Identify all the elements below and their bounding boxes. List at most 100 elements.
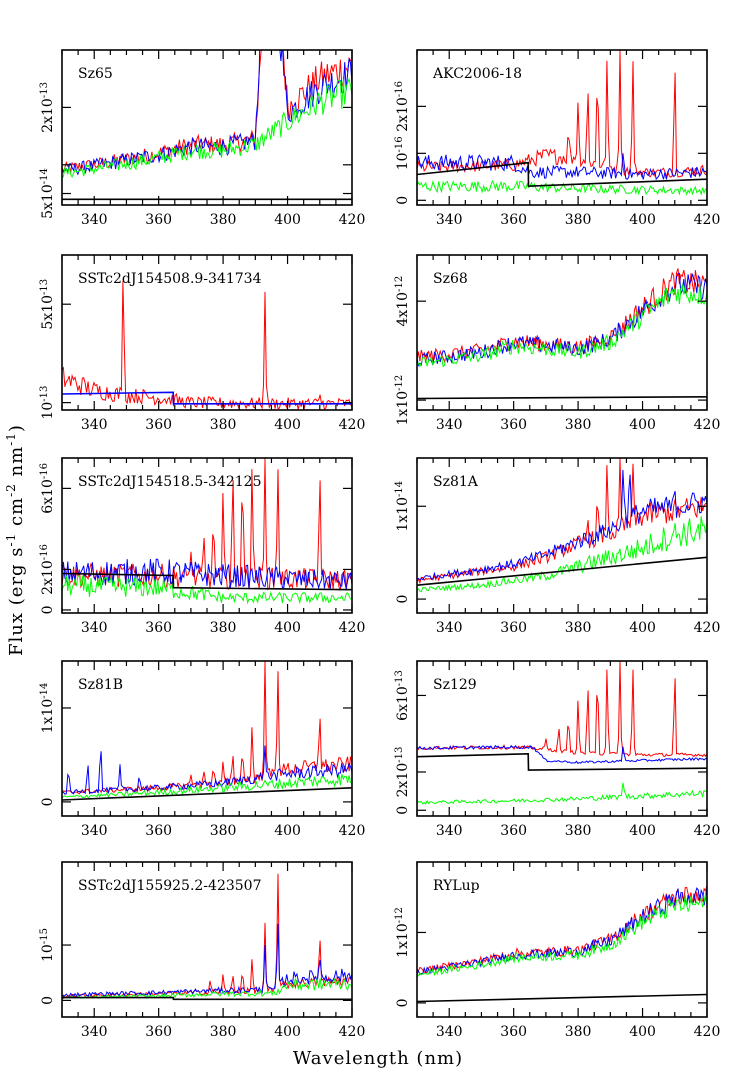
y-tick-label: 0 (40, 797, 56, 806)
spectrum-line-red (62, 873, 352, 998)
y-axis-label-exponent: -1 (4, 533, 18, 547)
spectrum-line-red (417, 661, 707, 758)
x-tick-label: 400 (274, 417, 301, 433)
x-tick-label: 420 (694, 212, 721, 228)
x-tick-label: 420 (339, 1024, 366, 1040)
y-tick-label: 4x10-12 (394, 276, 412, 327)
chart-panel: 340 360 380 400 420 1x10-12 4x10-12 Sz68 (394, 254, 721, 433)
x-tick-label: 380 (565, 620, 592, 636)
y-tick-label: 0 (395, 998, 411, 1007)
y-tick-label: 2x10-13 (394, 747, 412, 798)
panel-title: SSTc2dJ154518.5-342125 (78, 474, 261, 490)
y-tick-label: 0 (40, 605, 56, 614)
x-tick-label: 420 (694, 620, 721, 636)
spectrum-line-blue (62, 50, 352, 176)
spectrum-line-blue (62, 923, 352, 998)
chart-panel: 340 360 380 400 420 0 2x10-16 6x10-16 SSTc2dJ154… (39, 457, 366, 636)
y-tick-label: 0 (395, 806, 411, 815)
panel-title: Sz81B (78, 677, 123, 693)
x-tick-label: 340 (436, 1024, 463, 1040)
chart-panel: 340 360 380 400 420 5x10-14 2x10-13 Sz65 (39, 49, 366, 228)
y-tick-label: 2x10-16 (394, 81, 412, 132)
spectrum-line-blue (417, 153, 707, 181)
x-tick-label: 400 (274, 212, 301, 228)
x-tick-label: 360 (500, 212, 527, 228)
x-tick-label: 340 (436, 620, 463, 636)
x-tick-label: 340 (436, 823, 463, 839)
spectrum-line-red (62, 50, 352, 174)
spectrum-line-blue (62, 558, 352, 590)
x-tick-label: 380 (210, 1024, 237, 1040)
spectrum-line-green (417, 179, 707, 197)
y-axis-label-part: nm (6, 446, 27, 483)
x-tick-label: 340 (81, 417, 108, 433)
x-tick-label: 420 (339, 212, 366, 228)
x-tick-label: 360 (500, 823, 527, 839)
continuum-line (62, 996, 352, 1001)
y-axis-label-exponent: -1 (4, 432, 18, 446)
y-tick-label: 2x10-13 (39, 82, 57, 133)
continuum-line (417, 993, 707, 1003)
spectrum-line-blue (417, 469, 707, 581)
x-tick-label: 420 (339, 417, 366, 433)
x-tick-label: 340 (436, 417, 463, 433)
y-tick-label: 10-15 (39, 928, 57, 962)
panel-title: SSTc2dJ154508.9-341734 (78, 271, 262, 287)
x-tick-label: 420 (694, 823, 721, 839)
spectrum-line-blue (62, 745, 352, 795)
x-tick-label: 420 (694, 1024, 721, 1040)
panel-title: Sz65 (78, 66, 113, 82)
spectrum-line-red (62, 280, 352, 410)
y-tick-label: 1x10-12 (394, 907, 412, 958)
spectrum-line-blue (417, 886, 707, 976)
y-axis-label-part: ) (6, 424, 27, 432)
y-axis-label-part: cm (6, 497, 27, 533)
x-tick-label: 340 (436, 212, 463, 228)
x-tick-label: 360 (145, 212, 172, 228)
panel-title: Sz68 (433, 271, 468, 287)
chart-panel: 340 360 380 400 420 0 2x10-13 6x10-13 Sz129 (394, 660, 721, 839)
continuum-line (417, 161, 707, 188)
spectrum-line-green (62, 574, 352, 605)
spectrum-line-green (62, 978, 352, 1000)
x-tick-label: 400 (629, 1024, 656, 1040)
chart-panel: 340 360 380 400 420 0 1x10-14 Sz81B (39, 660, 365, 839)
x-tick-label: 400 (629, 823, 656, 839)
spectrum-line-green (417, 283, 707, 368)
x-tick-label: 380 (565, 1024, 592, 1040)
x-tick-label: 380 (210, 823, 237, 839)
continuum-line (62, 787, 352, 801)
spectrum-line-green (417, 516, 707, 593)
y-axis-label-part: Flux (erg s (6, 546, 27, 655)
x-tick-label: 360 (145, 620, 172, 636)
y-tick-label: 1x10-12 (394, 375, 412, 426)
spectrum-line-green (417, 893, 707, 977)
panel-title: RYLup (433, 878, 480, 894)
y-tick-label: 6x10-16 (39, 463, 57, 514)
panel-title: Sz81A (433, 474, 479, 490)
x-tick-label: 380 (210, 212, 237, 228)
x-tick-label: 400 (629, 417, 656, 433)
x-tick-label: 400 (629, 620, 656, 636)
x-axis-label: Wavelength (nm) (293, 1048, 463, 1069)
x-tick-label: 420 (694, 417, 721, 433)
y-tick-label: 2x10-16 (39, 544, 57, 595)
y-tick-label: 1x10-14 (39, 683, 57, 734)
x-tick-label: 360 (500, 417, 527, 433)
y-tick-label: 6x10-13 (394, 670, 412, 721)
spectrum-line-green (62, 77, 352, 179)
x-tick-label: 340 (81, 212, 108, 228)
x-tick-label: 400 (274, 823, 301, 839)
x-tick-label: 380 (565, 417, 592, 433)
panel-title: AKC2006-18 (432, 66, 522, 82)
x-tick-label: 340 (81, 1024, 108, 1040)
y-tick-label: 5x10-14 (39, 168, 57, 219)
continuum-line (417, 556, 707, 586)
x-tick-label: 360 (145, 417, 172, 433)
x-tick-label: 420 (339, 620, 366, 636)
x-tick-label: 360 (500, 620, 527, 636)
y-axis-label-exponent: -2 (4, 483, 18, 497)
chart-panel: 340 360 380 400 420 0 1x10-12 RYLup (394, 861, 721, 1040)
